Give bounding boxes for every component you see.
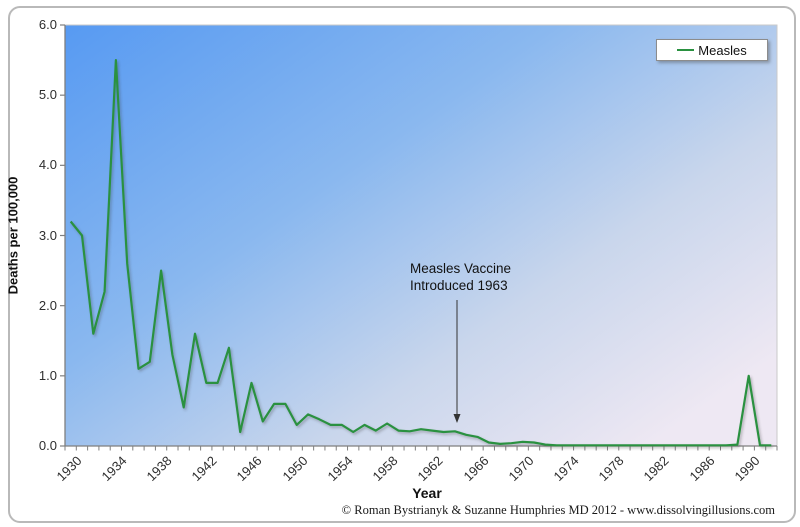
y-tick-label: 4.0 <box>38 157 57 173</box>
copyright-credit: © Roman Bystrianyk & Suzanne Humphries M… <box>341 503 775 517</box>
y-tick-label: 0.0 <box>38 438 57 453</box>
vaccine-annotation: Measles Vaccine Introduced 1963 <box>410 260 511 294</box>
vaccine-annotation-line1: Measles Vaccine <box>410 261 512 276</box>
vaccine-annotation-line2: Introduced 1963 <box>410 278 508 293</box>
y-tick-label: 3.0 <box>38 227 57 243</box>
legend-line-swatch <box>677 49 695 51</box>
legend: Measles <box>656 39 768 61</box>
y-tick-label: 6.0 <box>38 17 57 32</box>
y-tick-label: 5.0 <box>38 87 57 103</box>
x-axis-title: Year <box>412 485 442 501</box>
y-tick-label: 1.0 <box>38 367 57 383</box>
legend-series-label: Measles <box>698 42 747 58</box>
chart-frame <box>8 6 796 523</box>
y-tick-label: 2.0 <box>38 297 57 313</box>
y-axis-title: Deaths per 100,000 <box>5 176 21 295</box>
